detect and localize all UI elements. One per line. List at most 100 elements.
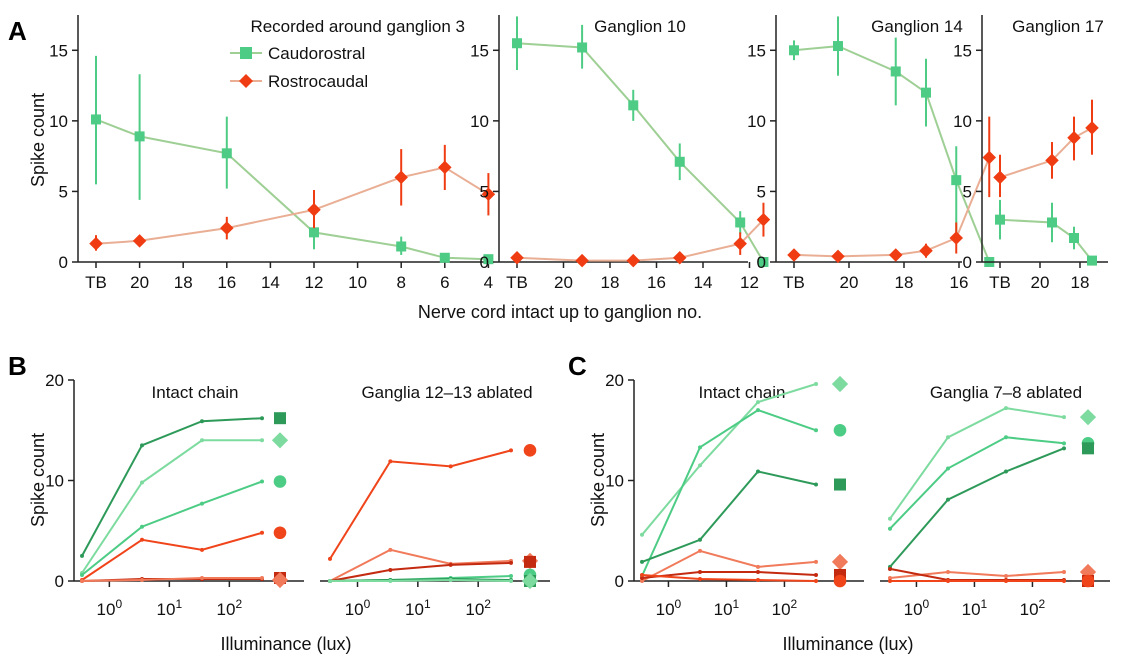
x-axis-title-b: Illuminance (lux) <box>220 634 351 654</box>
data-point-square <box>921 87 931 98</box>
x-tick-label: TB <box>85 273 107 292</box>
data-point <box>814 428 818 433</box>
data-point <box>448 464 453 469</box>
data-point <box>640 575 644 580</box>
data-point-diamond <box>982 150 996 165</box>
series <box>80 412 286 558</box>
data-point <box>388 547 393 552</box>
data-point-square <box>221 148 232 159</box>
data-point <box>698 576 702 581</box>
data-point <box>200 438 204 443</box>
end-marker-diamond <box>271 432 289 449</box>
data-point <box>698 548 702 553</box>
data-point <box>448 562 453 567</box>
end-marker-diamond <box>1079 409 1097 426</box>
data-point <box>200 575 204 580</box>
data-point <box>946 466 950 471</box>
series <box>888 566 1094 587</box>
data-point <box>756 400 760 405</box>
data-point-diamond <box>510 251 524 265</box>
data-point <box>1004 573 1008 578</box>
series-line <box>641 408 817 577</box>
x-tick-label: TB <box>783 273 805 292</box>
series-line <box>81 531 263 581</box>
data-point-square <box>758 257 769 267</box>
data-point-square <box>483 254 494 265</box>
legend-rostro-label: Rostrocaudal <box>268 72 368 91</box>
x-tick-label: 101 <box>962 597 988 619</box>
data-point <box>140 577 144 582</box>
data-point-diamond <box>89 236 103 251</box>
data-point <box>814 579 818 583</box>
data-point <box>888 579 892 583</box>
data-point <box>388 579 393 583</box>
series-rostrocaudal <box>993 99 1099 198</box>
y-tick-label: 15 <box>953 41 972 60</box>
data-point <box>756 408 760 413</box>
data-point-square <box>439 252 450 263</box>
data-point <box>698 569 702 574</box>
data-point-diamond <box>1045 153 1059 168</box>
data-point-diamond <box>889 248 903 262</box>
chart-title: Intact chain <box>152 383 239 402</box>
data-point <box>698 463 702 468</box>
series-caudorostral <box>512 16 769 267</box>
data-point <box>888 575 892 580</box>
chart-title: Ganglia 12–13 ablated <box>361 383 532 402</box>
end-marker-circle <box>273 475 287 488</box>
panel-letter-a: A <box>8 16 27 46</box>
data-point <box>388 567 393 572</box>
end-marker-circle <box>833 423 847 437</box>
end-marker-diamond <box>831 553 849 571</box>
x-tick-label: 12 <box>740 273 759 292</box>
data-point <box>814 482 818 487</box>
series <box>888 406 1097 521</box>
data-point <box>260 479 264 484</box>
x-tick-label: 100 <box>904 597 930 619</box>
data-point <box>814 559 818 564</box>
chart-title: Ganglion 17 <box>1012 17 1104 36</box>
y-axis-title-b: Spike count <box>28 433 48 527</box>
data-point <box>80 553 84 558</box>
y-tick-label: 10 <box>605 472 624 491</box>
series-line <box>641 574 817 582</box>
series-line <box>516 42 765 263</box>
y-tick-label: 5 <box>480 182 489 201</box>
x-tick-label: 100 <box>345 597 371 619</box>
series-line <box>329 449 512 560</box>
data-point <box>448 577 453 582</box>
data-point <box>698 537 702 542</box>
y-tick-label: 20 <box>605 371 624 390</box>
data-point <box>80 579 84 583</box>
y-tick-label: 10 <box>953 112 972 131</box>
data-point-square <box>512 38 522 49</box>
x-tick-label: 4 <box>484 273 493 292</box>
legend: Caudorostral Rostrocaudal <box>230 44 368 91</box>
series-line <box>81 480 263 576</box>
series-line <box>641 571 817 579</box>
chart-title: Recorded around ganglion 3 <box>250 17 465 36</box>
series <box>640 375 849 537</box>
data-point <box>140 537 144 542</box>
x-tick-label: 10 <box>348 273 367 292</box>
data-point <box>946 579 950 583</box>
data-point-diamond <box>1085 121 1099 135</box>
x-tick-label: 8 <box>396 273 405 292</box>
series <box>328 572 539 590</box>
y-tick-label: 5 <box>757 182 766 201</box>
data-point <box>756 564 760 569</box>
legend-caudo-label: Caudorostral <box>268 44 365 63</box>
end-marker-circle <box>523 444 537 457</box>
data-point <box>140 443 144 448</box>
data-point <box>509 448 513 453</box>
data-point-square <box>951 175 962 186</box>
y-tick-label: 0 <box>615 572 624 591</box>
data-point <box>260 438 264 443</box>
end-marker-circle <box>1081 574 1095 588</box>
data-point <box>814 572 818 577</box>
y-tick-label: 0 <box>59 253 68 272</box>
x-tick-label: 20 <box>554 273 573 292</box>
x-tick-label: 100 <box>97 597 123 619</box>
data-point-square <box>674 156 685 167</box>
